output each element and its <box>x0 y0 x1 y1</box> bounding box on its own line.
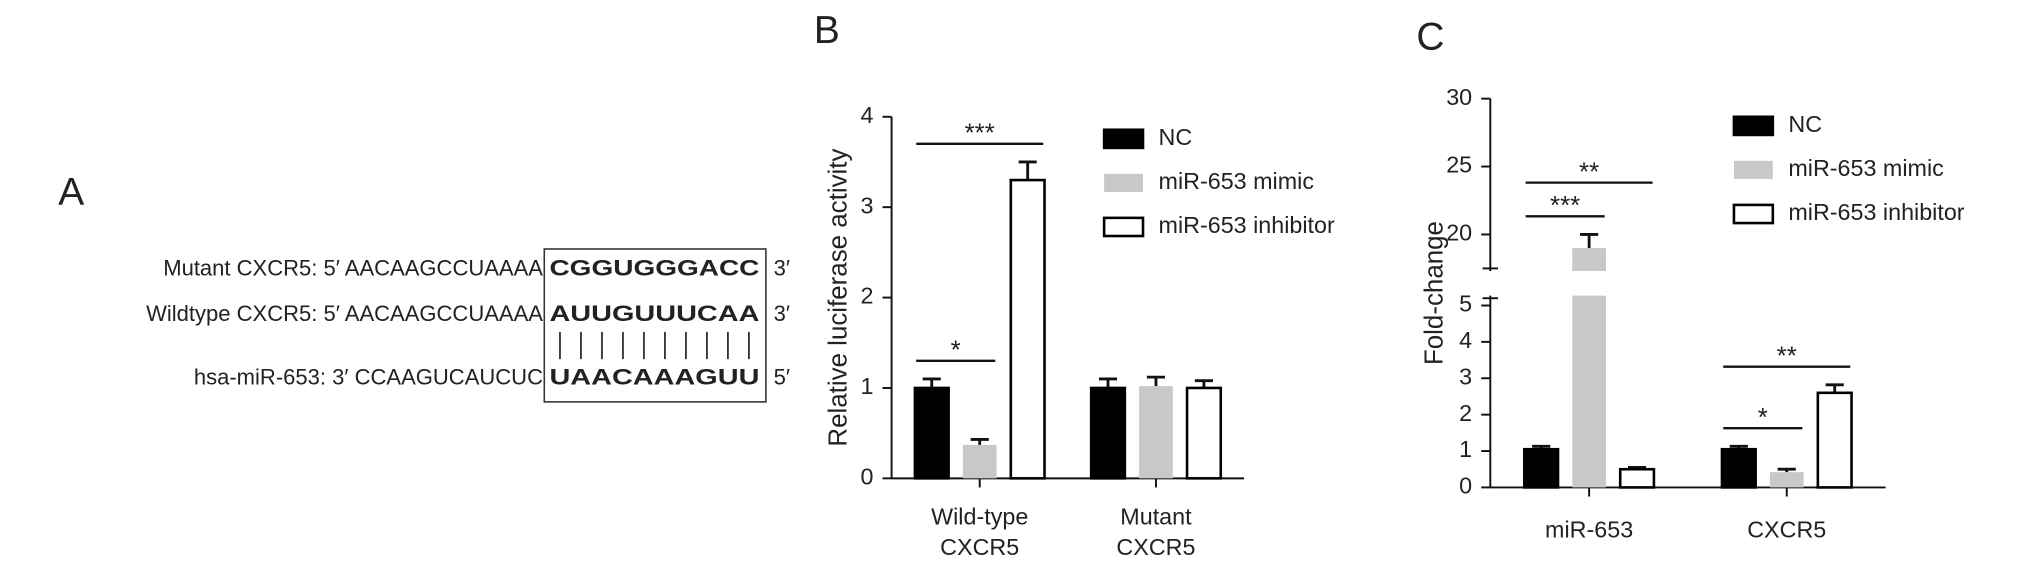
legend-swatch <box>1732 203 1775 225</box>
legend-swatch <box>1102 128 1145 150</box>
sequence-prefix: Mutant CXCR5: 5′ AACAAGCCUAAAA <box>163 256 543 281</box>
binding-site: CGGUGGGACC <box>549 256 759 281</box>
sequence-prefix: Wildtype CXCR5: 5′ AACAAGCCUAAAA <box>146 301 543 326</box>
legend-swatch <box>1104 173 1143 192</box>
sequence-end: 3′ <box>774 301 790 326</box>
y-tick-label: 3 <box>1459 363 1472 389</box>
binding-site: AUUGUUUCAA <box>549 301 759 326</box>
y-tick-label: 30 <box>1446 84 1472 110</box>
bar <box>1720 447 1757 489</box>
y-tick-label: 5 <box>1459 291 1472 317</box>
bar <box>1089 386 1127 480</box>
error-bar <box>1098 377 1118 388</box>
x-tick-label: CXCR5 <box>1747 517 1826 543</box>
y-tick-label: 0 <box>1459 473 1472 499</box>
significance-label: * <box>1758 404 1768 432</box>
significance-label: *** <box>1550 192 1580 220</box>
bar <box>1523 447 1560 489</box>
legend-swatch <box>1102 216 1145 238</box>
legend-label: miR-653 inhibitor <box>1159 212 1335 238</box>
y-tick-label: 20 <box>1446 220 1472 246</box>
y-tick-label: 3 <box>860 192 873 218</box>
bar <box>1816 391 1853 489</box>
sequence-prefix: hsa-miR-653: 3′ CCAAGUCAUCUC <box>194 364 543 389</box>
bar <box>962 444 997 479</box>
error-bar <box>922 377 941 388</box>
bar <box>1769 472 1804 488</box>
bar <box>1139 386 1173 479</box>
sequence-end: 5′ <box>774 364 790 389</box>
bar <box>1009 178 1046 480</box>
error-bar <box>1825 383 1844 393</box>
axis-break-gap <box>1486 271 1886 296</box>
error-bar <box>970 438 989 445</box>
error-bar <box>1018 160 1037 181</box>
panel-label: B <box>814 9 840 52</box>
y-tick-label: 2 <box>1459 400 1472 426</box>
significance-label: * <box>951 337 961 365</box>
legend-label: miR-653 mimic <box>1159 168 1315 194</box>
binding-site-box <box>543 248 767 403</box>
legend-swatch <box>1732 115 1775 137</box>
bar <box>913 386 950 480</box>
error-bar <box>1777 467 1796 473</box>
y-axis-label: Relative luciferase activity <box>825 149 853 447</box>
legend-label: NC <box>1788 111 1822 137</box>
y-tick-label: 2 <box>860 283 873 309</box>
x-tick-label: miR-653 <box>1545 517 1633 543</box>
legend-label: NC <box>1159 124 1193 150</box>
y-tick-label: 1 <box>1459 436 1472 462</box>
panel-label: A <box>58 171 84 214</box>
significance-label: ** <box>1777 342 1797 370</box>
y-tick-label: 0 <box>860 464 873 490</box>
significance-label: ** <box>1579 158 1599 186</box>
y-tick-label: 25 <box>1446 152 1472 178</box>
error-bar <box>1146 375 1166 387</box>
y-axis-label: Fold-change <box>1421 221 1449 365</box>
panel-label: C <box>1416 15 1444 58</box>
x-tick-label: Wild-type CXCR5 <box>931 504 1028 560</box>
x-tick-label: Mutant CXCR5 <box>1116 504 1195 560</box>
sequence-end: 3′ <box>774 256 790 281</box>
legend-label: miR-653 inhibitor <box>1788 199 1964 225</box>
y-tick-label: 4 <box>1459 327 1472 353</box>
significance-label: *** <box>965 120 995 148</box>
binding-site: UAACAAAGUU <box>549 364 759 389</box>
bar <box>1618 467 1656 489</box>
y-tick-label: 4 <box>860 102 873 128</box>
error-bar <box>1580 233 1599 249</box>
y-tick-label: 1 <box>860 373 873 399</box>
bar <box>1185 386 1223 480</box>
legend-swatch <box>1733 160 1773 179</box>
legend-label: miR-653 mimic <box>1788 155 1944 181</box>
